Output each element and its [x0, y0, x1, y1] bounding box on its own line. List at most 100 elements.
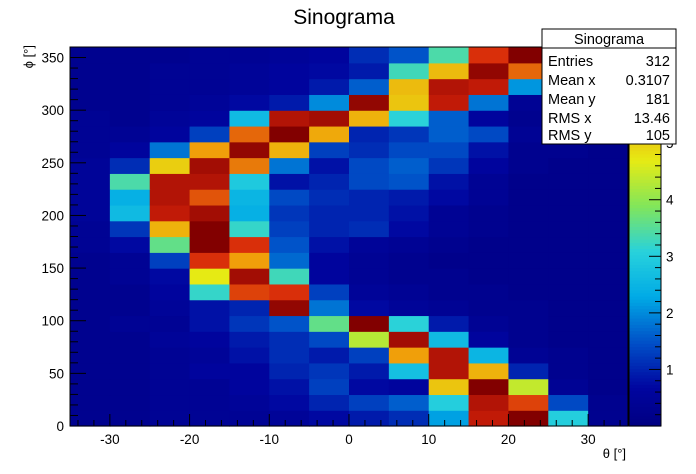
heatmap-cell	[109, 410, 151, 427]
palette-segment	[629, 264, 661, 269]
palette-segment	[629, 268, 661, 272]
heatmap-cell	[588, 331, 629, 348]
heatmap-cell	[388, 394, 430, 411]
heatmap-cell	[70, 378, 111, 396]
palette-segment	[629, 378, 661, 383]
heatmap-cell	[588, 315, 629, 332]
heatmap-cell	[428, 331, 470, 348]
heatmap-cell	[468, 94, 510, 111]
heatmap-cell	[508, 47, 549, 64]
heatmap-cell	[189, 347, 231, 364]
palette-segment	[629, 151, 661, 155]
heatmap-cell	[508, 410, 549, 427]
heatmap-cell	[149, 47, 191, 64]
heatmap-cell	[269, 204, 310, 222]
palette-segment	[629, 223, 661, 228]
heatmap-cell	[189, 394, 231, 411]
y-tick-label: 250	[41, 156, 64, 171]
z-tick-label: 4	[666, 193, 674, 208]
heatmap-cell	[349, 268, 390, 285]
stats-value-mean-y: 181	[646, 92, 670, 108]
heatmap-cell	[189, 252, 231, 269]
heatmap-cell	[70, 252, 111, 269]
heatmap-cell	[229, 394, 270, 411]
stats-value-mean-x: 0.3107	[626, 73, 670, 89]
palette-segment	[629, 356, 661, 361]
heatmap-cell	[468, 78, 510, 95]
heatmap-cell	[269, 110, 310, 127]
heatmap-cell	[588, 283, 629, 301]
palette-segment	[629, 160, 661, 165]
heatmap-cell	[349, 410, 390, 427]
heatmap-cell	[109, 283, 151, 301]
heatmap-cell	[349, 62, 390, 80]
heatmap-cell	[149, 141, 191, 159]
heatmap-cell	[388, 347, 430, 364]
heatmap-cell	[189, 110, 231, 127]
heatmap-cell	[189, 283, 231, 301]
heatmap-cell	[349, 157, 390, 174]
heatmap-cell	[109, 315, 151, 332]
heatmap-cell	[149, 362, 191, 380]
heatmap-cell	[548, 173, 589, 190]
heatmap-cell	[349, 299, 390, 317]
heatmap-cell	[309, 173, 350, 190]
heatmap-cell	[508, 125, 549, 143]
heatmap-cell	[349, 125, 390, 143]
heatmap-cell	[349, 141, 390, 159]
heatmap-cell	[349, 315, 390, 332]
heatmap-cell	[269, 62, 310, 80]
y-tick-label: 150	[41, 261, 64, 276]
heatmap-cell	[508, 299, 549, 317]
heatmap-cell	[428, 78, 470, 95]
palette-segment	[629, 211, 661, 215]
heatmap-cell	[189, 220, 231, 238]
heatmap-cell	[70, 141, 111, 159]
heatmap-cell	[309, 283, 350, 301]
heatmap-cell	[508, 173, 549, 190]
heatmap-cell	[388, 173, 430, 190]
palette-segment	[629, 258, 661, 263]
heatmap-cell	[508, 157, 549, 174]
heatmap-cell	[109, 173, 151, 190]
heatmap-cell	[70, 204, 111, 222]
heatmap-cell	[189, 125, 231, 143]
y-tick-label: 100	[41, 314, 64, 329]
heatmap-cell	[70, 362, 111, 380]
heatmap-cell	[70, 315, 111, 332]
heatmap-cell	[428, 157, 470, 174]
heatmap-cell	[149, 62, 191, 80]
heatmap-cell	[109, 394, 151, 411]
heatmap-cell	[229, 189, 270, 206]
heatmap-cell	[548, 141, 589, 159]
heatmap-cell	[229, 94, 270, 111]
heatmap-cell	[588, 362, 629, 380]
heatmap-cell	[309, 410, 350, 427]
heatmap-cell	[548, 331, 589, 348]
heatmap-cell	[229, 378, 270, 396]
heatmap-cell	[109, 236, 151, 253]
heatmap-cell	[388, 236, 430, 253]
heatmap-cell	[428, 220, 470, 238]
palette-segment	[629, 331, 661, 336]
palette-segment	[629, 403, 661, 408]
heatmap-cell	[149, 378, 191, 396]
heatmap-cell	[468, 299, 510, 317]
heatmap-cell	[229, 347, 270, 364]
heatmap-cell	[229, 268, 270, 285]
heatmap-cell	[428, 47, 470, 64]
heatmap-cell	[309, 157, 350, 174]
heatmap-cell	[70, 394, 111, 411]
heatmap-cell	[548, 299, 589, 317]
heatmap-cell	[109, 331, 151, 348]
heatmap-cell	[388, 141, 430, 159]
heatmap-cell	[428, 110, 470, 127]
heatmap-cell	[149, 315, 191, 332]
heatmap-cell	[588, 410, 629, 427]
heatmap-cell	[468, 62, 510, 80]
heatmap-cell	[428, 189, 470, 206]
heatmap-cell	[70, 268, 111, 285]
heatmap-cell	[70, 78, 111, 95]
heatmap-cell	[468, 220, 510, 238]
